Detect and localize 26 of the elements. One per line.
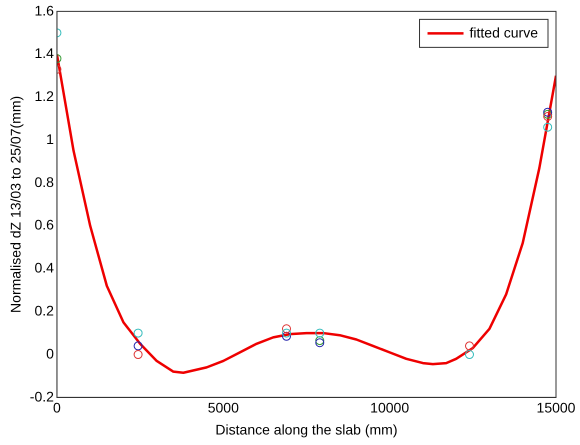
point xyxy=(282,332,291,341)
point xyxy=(543,122,552,132)
point xyxy=(134,341,143,350)
x-tick-label: 10000 xyxy=(370,400,410,416)
legend-label: fitted curve xyxy=(470,24,538,40)
y-tick-label: 1.6 xyxy=(34,2,54,18)
y-tick-label: 1 xyxy=(46,130,54,147)
y-tick-label: 0.8 xyxy=(34,174,54,190)
point xyxy=(134,350,143,360)
point xyxy=(282,324,291,334)
x-axis-title: Distance along the slab (mm) xyxy=(215,421,398,438)
y-tick-label: 1.4 xyxy=(34,45,54,62)
point xyxy=(464,350,474,360)
point xyxy=(464,341,474,350)
y-tick-label: 0.2 xyxy=(34,302,54,318)
x-tick-label: 15000 xyxy=(536,400,576,416)
y-tick-label: 0.4 xyxy=(34,260,54,276)
y-tick-label: 1.2 xyxy=(34,88,54,104)
point xyxy=(134,328,143,338)
y-tick-label: 0.6 xyxy=(34,216,54,233)
y-tick-label: 0 xyxy=(46,345,54,362)
x-tick-label: 5000 xyxy=(208,400,240,416)
y-tick-label: -0.2 xyxy=(30,388,54,404)
point xyxy=(315,328,324,338)
y-axis-title: Normalised dZ 13/03 to 25/07(mm) xyxy=(7,96,24,313)
point xyxy=(282,328,291,338)
